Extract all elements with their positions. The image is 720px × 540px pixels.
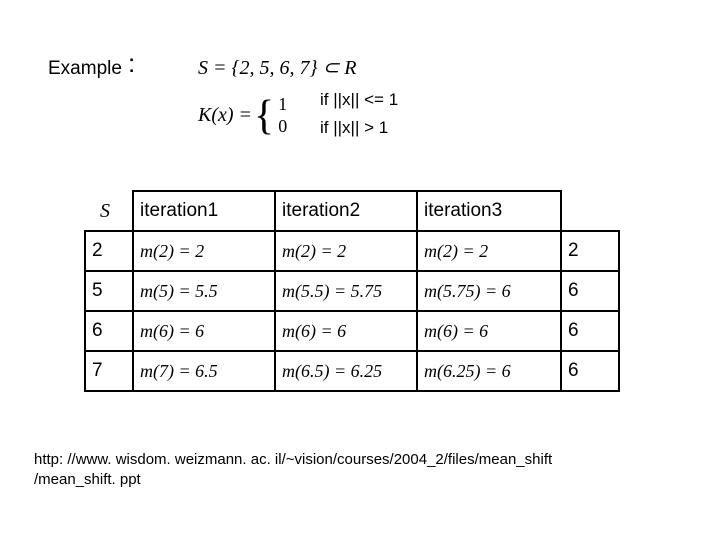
kernel-case2-value: 0 <box>278 116 287 138</box>
header-iter1: iteration1 <box>133 191 275 231</box>
header-iter2: iteration2 <box>275 191 417 231</box>
example-colon: : <box>128 48 135 79</box>
iter2-cell: m(6) = 6 <box>275 311 417 351</box>
iter1-cell: m(6) = 6 <box>133 311 275 351</box>
iter3-cell: m(2) = 2 <box>417 231 561 271</box>
table-row: 5 m(5) = 5.5 m(5.5) = 5.75 m(5.75) = 6 6 <box>85 271 619 311</box>
result-value: 6 <box>562 320 618 342</box>
table-row: 2 m(2) = 2 m(2) = 2 m(2) = 2 2 <box>85 231 619 271</box>
iter1-cell: m(7) = 6.5 <box>133 351 275 391</box>
iteration-table: S iteration1 iteration2 iteration3 2 m(2… <box>84 190 620 392</box>
header-result-blank <box>561 191 619 231</box>
iter1-cell: m(5) = 5.5 <box>133 271 275 311</box>
m-value: m(6) = 6 <box>134 321 274 342</box>
header-s-cell: S <box>85 191 133 231</box>
result-cell: 2 <box>561 231 619 271</box>
s-header: S <box>86 200 110 222</box>
m-value: m(7) = 6.5 <box>134 361 274 382</box>
kernel-case2-condition: if ||x|| > 1 <box>320 118 398 138</box>
iteration-table-wrap: S iteration1 iteration2 iteration3 2 m(2… <box>84 190 620 392</box>
kernel-conditions: if ||x|| <= 1 if ||x|| > 1 <box>320 90 398 146</box>
s-value: 6 <box>86 320 132 342</box>
result-cell: 6 <box>561 351 619 391</box>
s-value: 2 <box>86 240 132 262</box>
table-row: 7 m(7) = 6.5 m(6.5) = 6.25 m(6.25) = 6 6 <box>85 351 619 391</box>
iter3-cell: m(6.25) = 6 <box>417 351 561 391</box>
citation-line2: /mean_shift. ppt <box>34 471 141 488</box>
s-value-cell: 2 <box>85 231 133 271</box>
table-header-row: S iteration1 iteration2 iteration3 <box>85 191 619 231</box>
m-value: m(2) = 2 <box>276 241 416 262</box>
iter2-cell: m(5.5) = 5.75 <box>275 271 417 311</box>
result-cell: 6 <box>561 311 619 351</box>
result-value: 6 <box>562 360 618 382</box>
m-value: m(6.25) = 6 <box>418 361 560 382</box>
iter2-cell: m(2) = 2 <box>275 231 417 271</box>
example-label: Example <box>48 58 122 80</box>
m-value: m(5.5) = 5.75 <box>276 281 416 302</box>
iter1-cell: m(2) = 2 <box>133 231 275 271</box>
m-value: m(5.75) = 6 <box>418 281 560 302</box>
m-value: m(6) = 6 <box>276 321 416 342</box>
kernel-case1-value: 1 <box>278 94 287 116</box>
set-definition: S = {2, 5, 6, 7} ⊂ R <box>198 55 356 80</box>
table-row: 6 m(6) = 6 m(6) = 6 m(6) = 6 6 <box>85 311 619 351</box>
result-value: 6 <box>562 280 618 302</box>
kernel-case1-condition: if ||x|| <= 1 <box>320 90 398 110</box>
header-iter3: iteration3 <box>417 191 561 231</box>
brace-icon: { <box>254 95 274 137</box>
s-value-cell: 5 <box>85 271 133 311</box>
result-cell: 6 <box>561 271 619 311</box>
m-value: m(2) = 2 <box>134 241 274 262</box>
s-value-cell: 7 <box>85 351 133 391</box>
m-value: m(6.5) = 6.25 <box>276 361 416 382</box>
s-value-cell: 6 <box>85 311 133 351</box>
kernel-lhs: K(x) = <box>198 104 252 127</box>
citation: http: //www. wisdom. weizmann. ac. il/~v… <box>34 450 684 491</box>
s-value: 7 <box>86 360 132 382</box>
m-value: m(6) = 6 <box>418 321 560 342</box>
kernel-definition: K(x) = { 1 0 <box>198 94 287 137</box>
iter2-cell: m(6.5) = 6.25 <box>275 351 417 391</box>
s-value: 5 <box>86 280 132 302</box>
citation-line1: http: //www. wisdom. weizmann. ac. il/~v… <box>34 451 552 468</box>
iter3-cell: m(6) = 6 <box>417 311 561 351</box>
iter3-cell: m(5.75) = 6 <box>417 271 561 311</box>
result-value: 2 <box>562 240 618 262</box>
m-value: m(2) = 2 <box>418 241 560 262</box>
m-value: m(5) = 5.5 <box>134 281 274 302</box>
